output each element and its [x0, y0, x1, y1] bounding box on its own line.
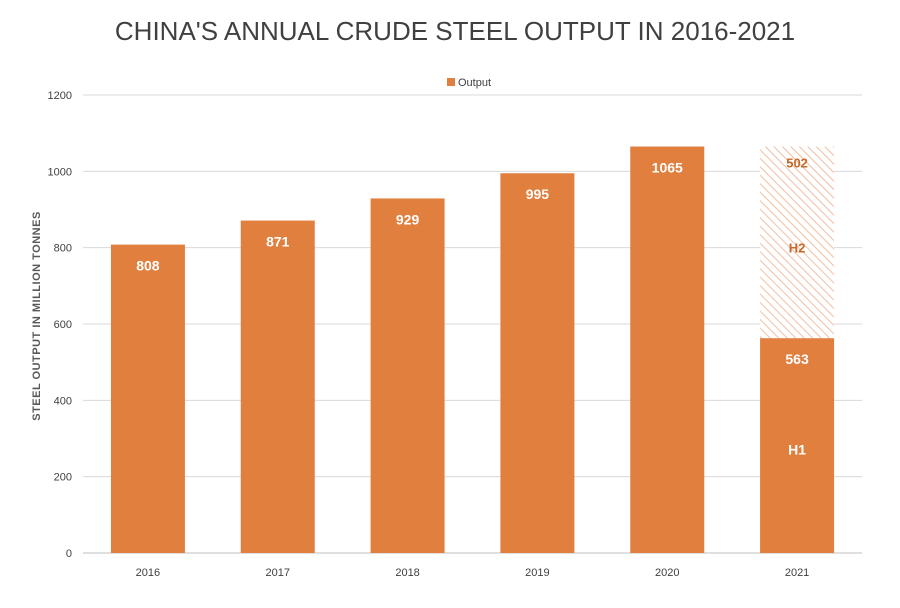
bars: 808 871 929 995 1065 563 502 H2 H1 [110, 146, 835, 553]
bar-2021-h2 [760, 146, 835, 339]
gridlines [83, 94, 862, 554]
x-tick-label: 2020 [655, 567, 679, 579]
y-axis-title: STEEL OUTPUT IN MILLION TONNES [31, 211, 43, 421]
x-axis-ticks: 2016 2017 2018 2019 2020 2021 [136, 567, 810, 579]
bar-value-label: 871 [266, 234, 290, 250]
bar-value-label: 995 [526, 186, 550, 202]
bar-2019 [500, 173, 575, 553]
bar-2016 [110, 244, 185, 553]
h2-segment-label: H2 [789, 240, 806, 255]
y-tick-label: 800 [54, 243, 72, 255]
y-tick-label: 1200 [48, 90, 72, 102]
bar-value-label: 1065 [652, 160, 683, 176]
y-tick-label: 200 [54, 472, 72, 484]
y-tick-label: 400 [54, 395, 72, 407]
legend-label: Output [458, 77, 491, 89]
h2-value-label: 502 [786, 156, 808, 171]
chart-title: CHINA'S ANNUAL CRUDE STEEL OUTPUT IN 201… [115, 16, 795, 46]
x-tick-label: 2018 [395, 567, 419, 579]
y-tick-label: 600 [54, 319, 72, 331]
bar-value-label: 808 [136, 258, 160, 274]
legend: Output [447, 77, 491, 89]
bar-2018 [370, 198, 445, 553]
x-tick-label: 2017 [266, 567, 290, 579]
bar-2021 [760, 338, 835, 553]
x-tick-label: 2016 [136, 567, 160, 579]
x-tick-label: 2021 [785, 567, 809, 579]
h1-segment-label: H1 [788, 442, 806, 458]
y-tick-label: 0 [66, 548, 72, 560]
bar-2020 [630, 146, 705, 553]
bar-2017 [240, 220, 315, 553]
y-axis-ticks: 0 200 400 600 800 1000 1200 [48, 90, 72, 560]
y-tick-label: 1000 [48, 166, 72, 178]
x-tick-label: 2019 [525, 567, 549, 579]
bar-value-label: 929 [396, 211, 420, 227]
legend-swatch [447, 78, 455, 86]
bar-value-label: 563 [785, 351, 809, 367]
